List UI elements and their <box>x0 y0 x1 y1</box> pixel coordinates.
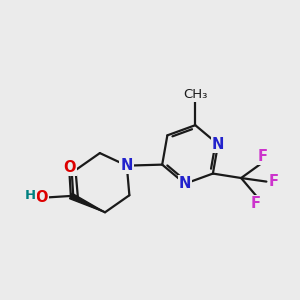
Text: N: N <box>212 137 224 152</box>
Text: F: F <box>269 174 279 189</box>
Text: O: O <box>35 190 48 205</box>
Text: CH₃: CH₃ <box>183 88 208 101</box>
Text: N: N <box>179 176 191 191</box>
Text: H: H <box>25 190 36 202</box>
Polygon shape <box>70 193 105 212</box>
Text: O: O <box>63 160 76 175</box>
Text: F: F <box>258 149 268 164</box>
Text: F: F <box>251 196 261 211</box>
Text: N: N <box>121 158 133 173</box>
